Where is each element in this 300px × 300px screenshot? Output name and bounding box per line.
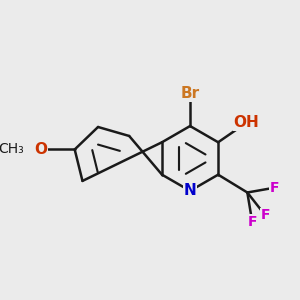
Text: O: O [34, 142, 47, 157]
Text: N: N [184, 183, 196, 198]
Text: Br: Br [181, 86, 200, 101]
Text: F: F [270, 181, 280, 195]
Text: OH: OH [233, 115, 259, 130]
Text: CH₃: CH₃ [0, 142, 24, 157]
Text: F: F [260, 208, 270, 222]
Text: F: F [248, 215, 257, 229]
